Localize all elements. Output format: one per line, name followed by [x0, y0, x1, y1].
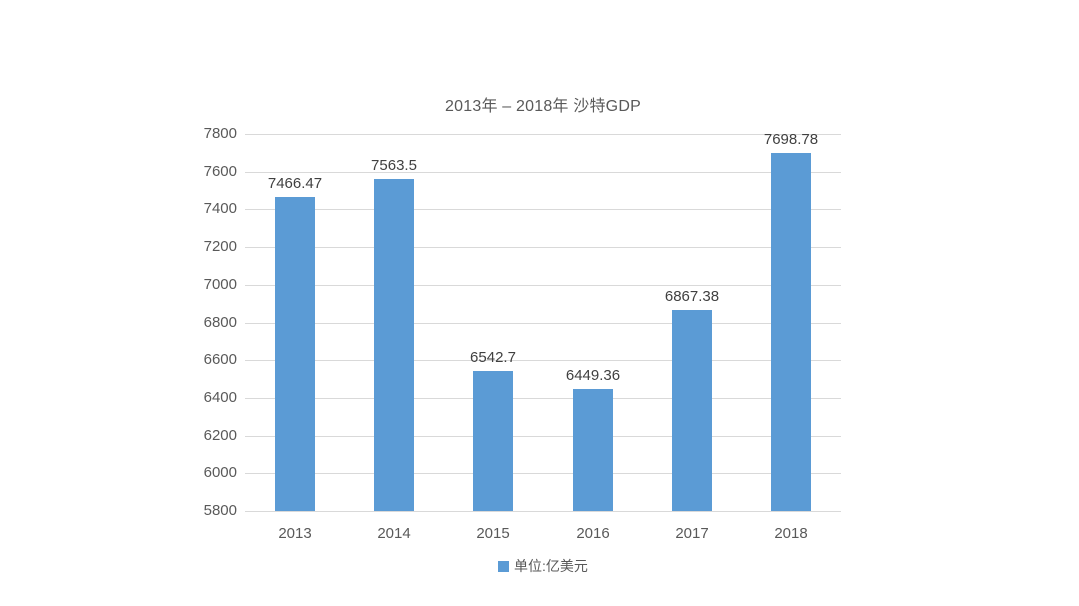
y-axis-tick-label: 7200: [203, 238, 237, 255]
bar-value-label: 6449.36: [565, 367, 621, 384]
bar-2018: [771, 153, 811, 511]
y-axis-tick-label: 7600: [203, 163, 237, 180]
x-axis-tick-label: 2014: [377, 525, 411, 542]
y-axis-tick-label: 6600: [203, 351, 237, 368]
legend-label: 单位:亿美元: [514, 558, 588, 574]
gridline: [245, 209, 841, 210]
bar-2015: [473, 371, 513, 511]
gridline: [245, 398, 841, 399]
bar-2017: [672, 310, 712, 511]
gridline: [245, 134, 841, 135]
y-axis-tick-label: 6400: [203, 389, 237, 406]
bar-value-label: 7466.47: [267, 175, 323, 192]
x-axis-tick-label: 2016: [576, 525, 610, 542]
gridline: [245, 285, 841, 286]
bar-2013: [275, 197, 315, 511]
bar-value-label: 6867.38: [664, 288, 720, 305]
x-axis-tick-label: 2018: [774, 525, 808, 542]
plot-area: 5800 6000 6200 6400 6600 6800 7000 7200 7400 7600…: [204, 125, 841, 542]
gridline: [245, 436, 841, 437]
y-axis-tick-label: 7000: [203, 276, 237, 293]
legend-color-swatch-icon: [498, 560, 510, 572]
bar-value-label: 6542.7: [470, 349, 516, 366]
bar-value-label: 7563.5: [371, 157, 417, 174]
bar-value-label: 7698.78: [763, 131, 819, 148]
y-axis-tick-label: 6200: [203, 427, 237, 444]
gridline: [245, 511, 841, 512]
y-axis-tick-label: 6800: [203, 314, 237, 331]
legend: 单位:亿美元: [245, 556, 841, 576]
x-axis-tick-label: 2015: [476, 525, 510, 542]
gridline: [245, 172, 841, 173]
bar-2014: [374, 179, 414, 511]
bar-2016: [573, 389, 613, 511]
x-axis-tick-label: 2017: [675, 525, 709, 542]
chart-title: 2013年 – 2018年 沙特GDP: [445, 98, 641, 115]
gridline: [245, 323, 841, 324]
y-axis-tick-label: 7800: [203, 125, 237, 142]
y-axis-tick-label: 6000: [203, 464, 237, 481]
y-axis-tick-label: 5800: [203, 502, 237, 519]
gridline: [245, 360, 841, 361]
y-axis-tick-label: 7400: [203, 200, 237, 217]
gridline: [245, 247, 841, 248]
gridline: [245, 473, 841, 474]
x-axis-tick-label: 2013: [278, 525, 312, 542]
